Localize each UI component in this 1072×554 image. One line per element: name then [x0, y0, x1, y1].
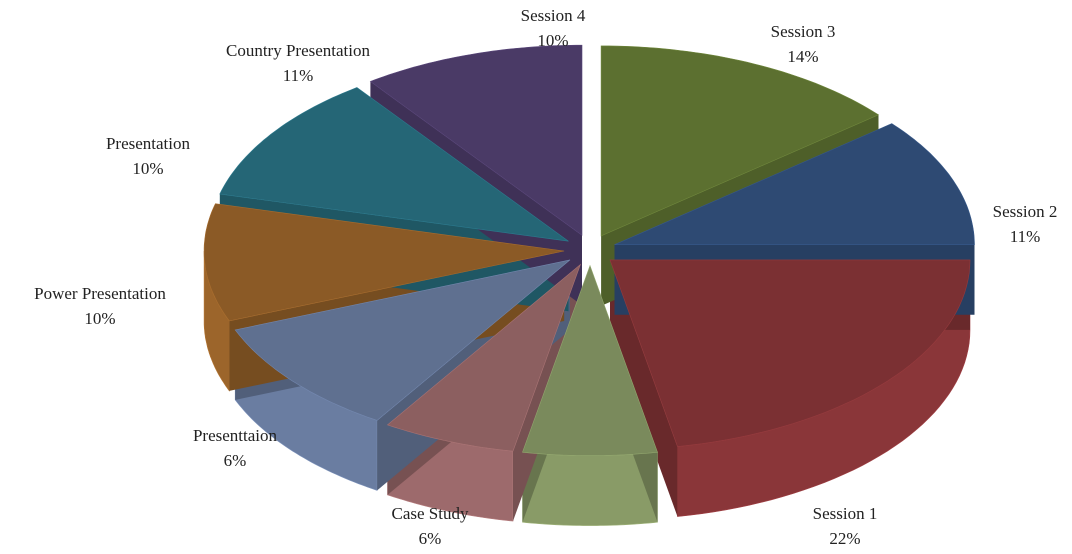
slice-value-label: 11%: [1010, 227, 1041, 246]
slice-label: Country Presentation: [226, 41, 371, 60]
slice-label: Session 2: [993, 202, 1058, 221]
slice: [219, 87, 569, 242]
slice-value-label: 6%: [224, 451, 247, 470]
slice-label: Session 1: [813, 504, 878, 523]
slice-label: Presentation: [106, 134, 191, 153]
slice: [614, 123, 975, 245]
slice-label: Presenttaion: [193, 426, 278, 445]
slice: [369, 44, 583, 236]
slice: [386, 263, 582, 452]
slice: [234, 259, 571, 421]
slice-value-label: 22%: [829, 529, 860, 548]
slice: [203, 203, 565, 322]
slice-value-label: 6%: [419, 529, 442, 548]
tops: [203, 44, 975, 456]
slice-label: Power Presentation: [34, 284, 166, 303]
slice: [600, 45, 880, 237]
slice-value-label: 11%: [283, 66, 314, 85]
slice-value-label: 14%: [787, 47, 818, 66]
slice-value-label: 10%: [537, 31, 568, 50]
slice-wall: [610, 259, 678, 517]
slice-label: Session 4: [521, 6, 586, 25]
slice-label: Case Study: [392, 504, 469, 523]
slice-label: Session 3: [771, 22, 836, 41]
slice: [609, 259, 971, 447]
slice-value-label: 10%: [132, 159, 163, 178]
slice-value-label: 10%: [84, 309, 115, 328]
slice: [522, 264, 658, 456]
